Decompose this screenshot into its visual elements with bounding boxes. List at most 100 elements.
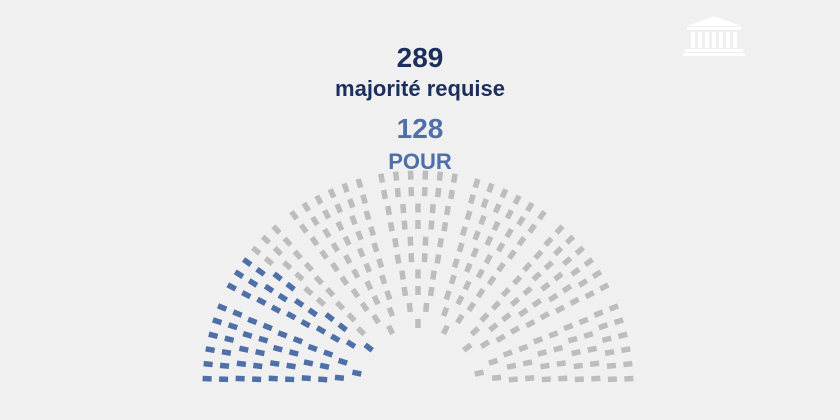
seat-pour — [219, 362, 230, 370]
seat — [617, 331, 628, 340]
seat — [564, 234, 576, 245]
seat — [448, 274, 457, 285]
seat — [363, 262, 372, 273]
seat — [271, 224, 282, 235]
seat — [554, 304, 566, 314]
seat — [525, 375, 535, 382]
seat — [434, 187, 442, 198]
seat — [272, 246, 284, 257]
seat — [583, 330, 594, 339]
seat — [378, 173, 386, 184]
seat — [401, 286, 409, 297]
seat-pour — [323, 349, 334, 358]
seat — [500, 287, 511, 298]
seat-pour — [324, 312, 335, 323]
seat — [379, 274, 388, 285]
seat — [470, 247, 480, 258]
seat — [441, 221, 449, 232]
seat — [406, 302, 414, 313]
seat — [386, 306, 396, 317]
seat — [574, 245, 586, 256]
seat-pour — [247, 316, 258, 326]
seat — [351, 268, 361, 279]
seat-pour — [318, 376, 328, 383]
seat — [294, 271, 305, 282]
seat — [522, 261, 533, 273]
seat — [516, 235, 527, 247]
pour-count: 128 — [396, 113, 444, 144]
seat-pour — [319, 362, 330, 370]
seat — [587, 345, 598, 353]
seat — [394, 254, 402, 264]
seat-pour — [233, 269, 245, 279]
seat — [543, 236, 554, 247]
seat — [608, 303, 620, 312]
seat — [355, 230, 364, 241]
seat — [495, 333, 506, 343]
seat-pour — [203, 360, 213, 368]
vote-summary: 289 majorité requise 128 POUR — [270, 44, 570, 173]
seat — [464, 262, 473, 273]
seat — [464, 210, 473, 221]
seat — [355, 178, 364, 189]
seat-pour — [269, 360, 280, 367]
seat — [360, 194, 368, 205]
seat — [363, 210, 372, 221]
seat — [260, 234, 272, 245]
seat-pour — [216, 303, 228, 312]
seat — [327, 188, 337, 199]
seat — [570, 266, 581, 277]
seat — [508, 376, 518, 383]
seat-pour — [247, 278, 259, 288]
seat — [537, 349, 548, 357]
seat-pour — [272, 344, 283, 353]
seat — [434, 254, 442, 264]
seat-pour — [303, 359, 314, 367]
seat — [483, 253, 493, 265]
seat — [319, 249, 329, 260]
seat — [355, 326, 367, 337]
seat — [604, 348, 615, 356]
seat — [599, 282, 610, 292]
seat — [466, 301, 477, 313]
seat — [479, 312, 490, 323]
seat — [475, 268, 485, 279]
seat — [462, 280, 472, 291]
seat-pour — [272, 271, 283, 282]
seat-pour — [288, 349, 299, 357]
seat — [522, 285, 533, 297]
seat — [496, 261, 506, 273]
seat — [292, 249, 303, 260]
seat — [488, 357, 499, 366]
seat — [443, 290, 452, 301]
seat — [543, 260, 554, 271]
seat-pour — [232, 309, 243, 318]
seat — [613, 317, 624, 326]
seat — [384, 290, 393, 301]
seat — [315, 296, 327, 307]
seat — [289, 209, 299, 221]
seat — [303, 285, 314, 297]
seat — [623, 360, 633, 368]
seat — [502, 349, 513, 358]
seat — [522, 359, 533, 367]
seat — [563, 322, 574, 332]
seat-pour — [255, 266, 266, 277]
seat — [479, 339, 491, 349]
seat — [335, 220, 345, 232]
seat-pour — [330, 333, 341, 343]
seat — [349, 214, 358, 226]
seat — [387, 221, 395, 232]
seat-pour — [270, 304, 282, 314]
seat — [507, 249, 517, 260]
seat — [310, 215, 320, 227]
seat — [554, 224, 565, 235]
seat — [527, 223, 538, 234]
seat — [325, 287, 336, 298]
seat — [330, 241, 340, 253]
seat — [462, 342, 473, 353]
seat — [486, 182, 495, 193]
seat-pour — [300, 319, 311, 329]
seat-pour — [242, 330, 253, 339]
seat — [456, 242, 465, 253]
